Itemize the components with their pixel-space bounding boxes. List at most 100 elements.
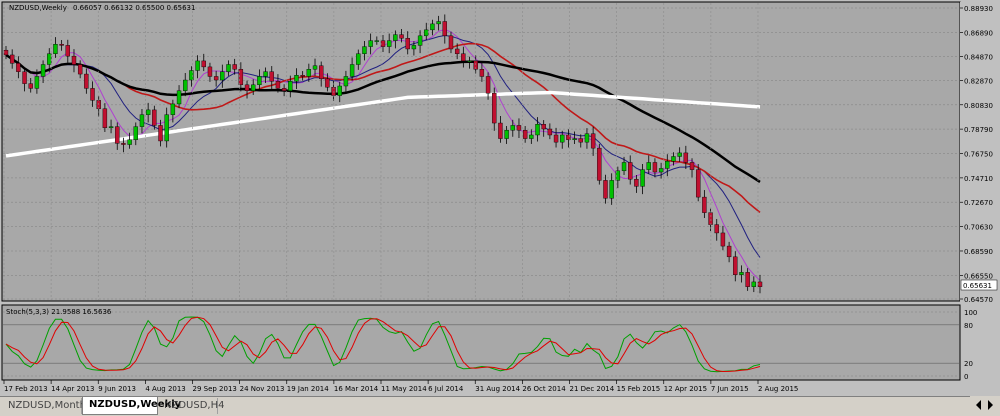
candle bbox=[40, 64, 46, 77]
candle bbox=[720, 232, 726, 247]
candle bbox=[584, 133, 590, 143]
stochastic-level-label: 100 bbox=[964, 309, 977, 317]
candle bbox=[337, 85, 342, 96]
candle bbox=[71, 55, 77, 65]
date-axis-label: 12 Apr 2015 bbox=[664, 385, 707, 393]
stochastic-pane[interactable] bbox=[1, 304, 961, 381]
current-price-marker bbox=[960, 279, 998, 291]
chart-area[interactable]: NZDUSD,Weekly 0.66057 0.66132 0.65500 0.… bbox=[0, 0, 1000, 396]
tab-nzdusd-h4[interactable]: NZDUSD,H4 bbox=[158, 398, 224, 414]
candle bbox=[312, 65, 318, 70]
stochastic-label: Stoch(5,3,3) 21.9588 16.5636 bbox=[6, 308, 112, 316]
candle bbox=[331, 87, 336, 96]
candle bbox=[689, 162, 695, 170]
stochastic-level-label: 0 bbox=[964, 373, 968, 381]
ma-black-line bbox=[5, 53, 761, 183]
stochastic-level-label: 80 bbox=[964, 322, 973, 330]
candle bbox=[609, 180, 614, 199]
price-axis[interactable] bbox=[960, 2, 1000, 383]
candle bbox=[152, 109, 157, 126]
tab-scroll-buttons[interactable] bbox=[970, 396, 1000, 415]
stochastic-level-label: 20 bbox=[964, 360, 973, 368]
price-pane[interactable] bbox=[1, 1, 961, 302]
scroll-left-icon[interactable] bbox=[976, 400, 981, 410]
date-axis-label: 11 May 2014 bbox=[381, 385, 427, 393]
candle bbox=[473, 60, 478, 70]
candle bbox=[652, 162, 658, 173]
date-axis-label: 6 Jul 2014 bbox=[428, 385, 464, 393]
candle bbox=[133, 126, 138, 140]
candle bbox=[510, 125, 515, 131]
scroll-right-icon[interactable] bbox=[988, 400, 993, 410]
candle bbox=[708, 212, 713, 225]
candle bbox=[399, 34, 404, 39]
date-axis-label: 14 Apr 2013 bbox=[51, 385, 94, 393]
candle bbox=[417, 35, 423, 46]
candle bbox=[492, 92, 497, 124]
candle bbox=[479, 69, 485, 77]
candle bbox=[349, 64, 355, 77]
candle bbox=[380, 40, 386, 47]
price-axis-label: 0.64570 bbox=[964, 296, 993, 304]
candle bbox=[405, 38, 410, 50]
candle bbox=[362, 46, 367, 54]
price-axis-label: 0.78790 bbox=[964, 126, 993, 134]
candle bbox=[374, 40, 380, 42]
candle bbox=[343, 76, 349, 87]
candle bbox=[318, 65, 324, 80]
date-axis-label: 24 Nov 2013 bbox=[240, 385, 285, 393]
candle bbox=[102, 108, 108, 129]
candle bbox=[207, 66, 213, 77]
price-axis-label: 0.84870 bbox=[964, 54, 993, 62]
candle bbox=[164, 114, 169, 142]
tab-nzdusd-monthly[interactable]: NZDUSD,Monthly bbox=[2, 398, 95, 414]
stochastic-signal-line bbox=[5, 316, 761, 373]
candle bbox=[541, 124, 546, 130]
price-axis-label: 0.70630 bbox=[964, 224, 993, 232]
candle bbox=[634, 178, 639, 187]
tab-nzdusd-weekly[interactable]: NZDUSD,Weekly bbox=[82, 397, 181, 415]
price-axis-label: 0.76750 bbox=[964, 151, 993, 159]
candle bbox=[733, 256, 738, 275]
date-axis-label: 2 Aug 2015 bbox=[758, 385, 798, 393]
candle bbox=[665, 161, 670, 169]
price-axis-label: 0.74710 bbox=[964, 175, 993, 183]
candle bbox=[442, 21, 448, 37]
candle bbox=[448, 35, 454, 50]
candle bbox=[244, 84, 250, 91]
candle bbox=[590, 133, 596, 149]
candle bbox=[572, 138, 577, 140]
candle bbox=[516, 125, 522, 131]
candle bbox=[646, 162, 651, 170]
candle bbox=[34, 76, 40, 89]
candle bbox=[108, 126, 114, 129]
candle bbox=[22, 71, 27, 84]
candle bbox=[59, 43, 64, 46]
candle bbox=[485, 76, 491, 94]
candle bbox=[263, 71, 268, 77]
candle bbox=[467, 60, 472, 63]
candle bbox=[745, 272, 750, 287]
date-axis-label: 19 Jan 2014 bbox=[287, 385, 330, 393]
date-axis-label: 17 Feb 2013 bbox=[4, 385, 48, 393]
candle bbox=[751, 281, 757, 287]
date-axis-label: 9 Jun 2013 bbox=[98, 385, 136, 393]
candle bbox=[121, 143, 126, 145]
candle bbox=[430, 23, 435, 31]
date-axis-label: 21 Dec 2014 bbox=[570, 385, 615, 393]
candle bbox=[424, 29, 429, 37]
candle bbox=[578, 138, 583, 143]
candle bbox=[189, 70, 194, 81]
date-axis-label: 16 Mar 2014 bbox=[334, 385, 379, 393]
candle bbox=[386, 40, 392, 47]
candle bbox=[257, 76, 262, 86]
candle bbox=[226, 64, 231, 72]
chart-tab-bar: NZDUSD,Monthly NZDUSD,Weekly NZDUSD,H4 bbox=[0, 396, 1000, 416]
candle bbox=[454, 48, 460, 54]
candle bbox=[232, 64, 237, 70]
candle bbox=[714, 224, 719, 234]
candle bbox=[615, 170, 621, 181]
candle bbox=[498, 122, 503, 139]
candle bbox=[535, 124, 540, 136]
candle bbox=[553, 134, 559, 143]
